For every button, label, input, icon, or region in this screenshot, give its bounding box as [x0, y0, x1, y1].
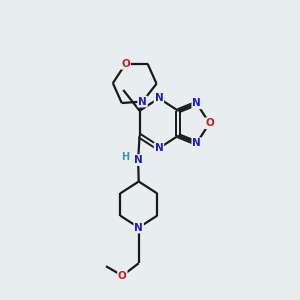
Text: N: N [138, 97, 147, 106]
Text: O: O [121, 59, 130, 69]
Text: N: N [154, 143, 163, 153]
Text: N: N [134, 155, 142, 165]
Text: N: N [134, 223, 143, 232]
Text: N: N [192, 98, 201, 108]
Text: O: O [205, 118, 214, 128]
Text: H: H [122, 152, 130, 162]
Text: N: N [192, 138, 201, 148]
Text: O: O [118, 271, 127, 281]
Text: N: N [154, 93, 163, 103]
